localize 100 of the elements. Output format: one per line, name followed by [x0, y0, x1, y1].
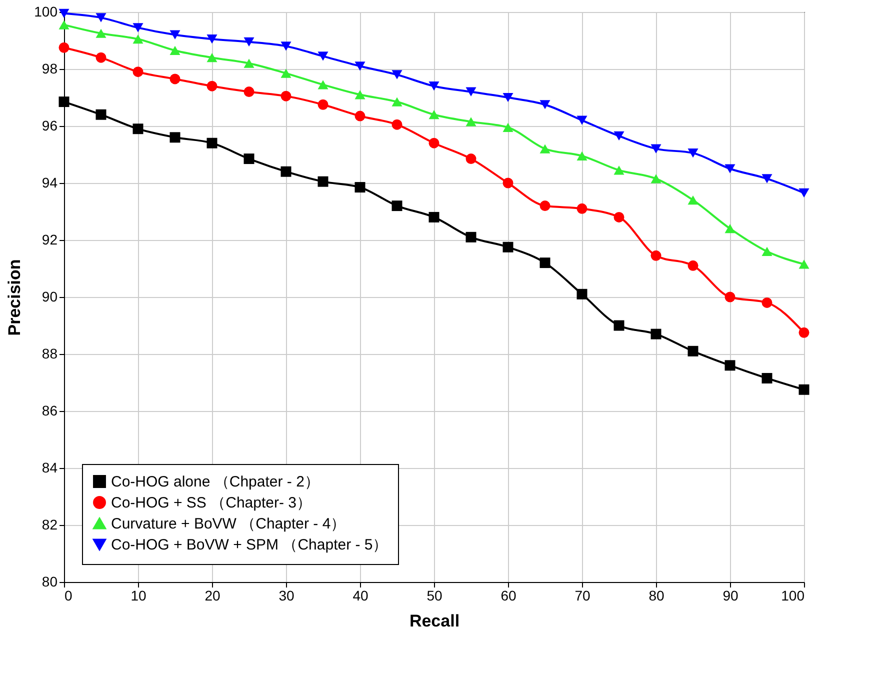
point — [798, 384, 810, 395]
point — [392, 97, 402, 106]
point — [724, 360, 736, 371]
x-axis-title: Recall — [409, 612, 460, 630]
point — [502, 242, 514, 252]
x-tick-label: 20 — [204, 588, 220, 604]
point — [428, 212, 440, 222]
x-tick-label: 70 — [574, 588, 590, 604]
x-tick-label: 80 — [648, 588, 664, 604]
y-axis-title: Precision — [5, 259, 24, 336]
point — [318, 52, 328, 61]
point — [392, 119, 402, 130]
y-tick-label: 90 — [42, 288, 58, 304]
point — [724, 164, 736, 174]
point — [428, 110, 440, 120]
point — [392, 70, 402, 80]
point — [96, 13, 106, 22]
point — [354, 182, 366, 193]
point — [58, 20, 70, 30]
point — [58, 8, 70, 18]
point — [576, 151, 588, 160]
y-tick-label: 84 — [42, 460, 58, 476]
point — [614, 131, 624, 141]
y-tick-label: 94 — [42, 174, 58, 190]
y-tick-label: 92 — [42, 232, 58, 248]
point — [170, 132, 180, 143]
point — [798, 327, 810, 338]
point — [576, 116, 588, 125]
point — [724, 224, 736, 234]
y-tick-label: 98 — [42, 60, 58, 76]
y-tick-label: 86 — [42, 402, 58, 418]
point — [762, 372, 772, 384]
point — [132, 66, 144, 78]
x-tick-label: 10 — [130, 588, 146, 604]
point — [318, 80, 328, 90]
point — [96, 28, 106, 38]
point — [244, 86, 254, 98]
point — [576, 203, 588, 214]
point — [650, 328, 662, 340]
point — [724, 292, 736, 302]
point — [206, 53, 218, 62]
y-tick-label: 96 — [42, 118, 58, 134]
point — [540, 258, 550, 268]
point — [688, 196, 698, 205]
point — [244, 37, 254, 46]
y-tick-label: 100 — [34, 4, 58, 20]
x-tick-label: 40 — [352, 588, 368, 604]
point — [688, 148, 698, 158]
point — [280, 42, 292, 51]
point — [280, 166, 292, 177]
point — [280, 90, 292, 102]
point — [466, 87, 476, 96]
x-tick-label: 90 — [722, 588, 738, 604]
point — [688, 260, 698, 271]
point — [170, 30, 180, 40]
y-tick-label: 88 — [42, 346, 58, 362]
point — [96, 109, 106, 120]
point — [58, 96, 70, 108]
point — [650, 250, 662, 261]
point — [614, 166, 624, 175]
x-tick-label: 30 — [278, 588, 294, 604]
point — [540, 200, 550, 212]
point — [576, 288, 588, 300]
point — [170, 46, 180, 56]
point — [466, 154, 476, 164]
x-tick-label: 0 — [64, 588, 72, 604]
legend-label: Co-HOG + SS （Chapter- 3） — [111, 494, 312, 512]
point — [762, 246, 772, 256]
x-tick-label: 100 — [781, 588, 805, 604]
point — [502, 178, 514, 188]
point — [132, 23, 144, 32]
point — [762, 297, 772, 308]
point — [540, 100, 550, 110]
point — [354, 62, 366, 71]
point — [798, 260, 810, 269]
y-tick-label: 80 — [42, 574, 58, 590]
point — [58, 42, 70, 53]
point — [244, 154, 254, 164]
point — [650, 144, 662, 154]
point — [206, 138, 218, 148]
point — [96, 52, 106, 63]
point — [318, 99, 328, 110]
y-tick-label: 82 — [42, 516, 58, 532]
point — [206, 80, 218, 92]
point — [540, 144, 550, 154]
point — [392, 200, 402, 212]
point — [798, 188, 810, 198]
point — [428, 138, 440, 148]
point — [280, 68, 292, 78]
point — [244, 58, 254, 68]
point — [170, 74, 180, 84]
legend-label: Curvature + BoVW （Chapter - 4） — [111, 516, 346, 532]
x-tick-label: 60 — [500, 588, 516, 604]
point — [132, 34, 144, 44]
point — [354, 110, 366, 122]
point — [614, 212, 624, 222]
point — [688, 346, 698, 356]
point — [466, 117, 476, 126]
point — [132, 124, 144, 134]
point — [206, 34, 218, 44]
